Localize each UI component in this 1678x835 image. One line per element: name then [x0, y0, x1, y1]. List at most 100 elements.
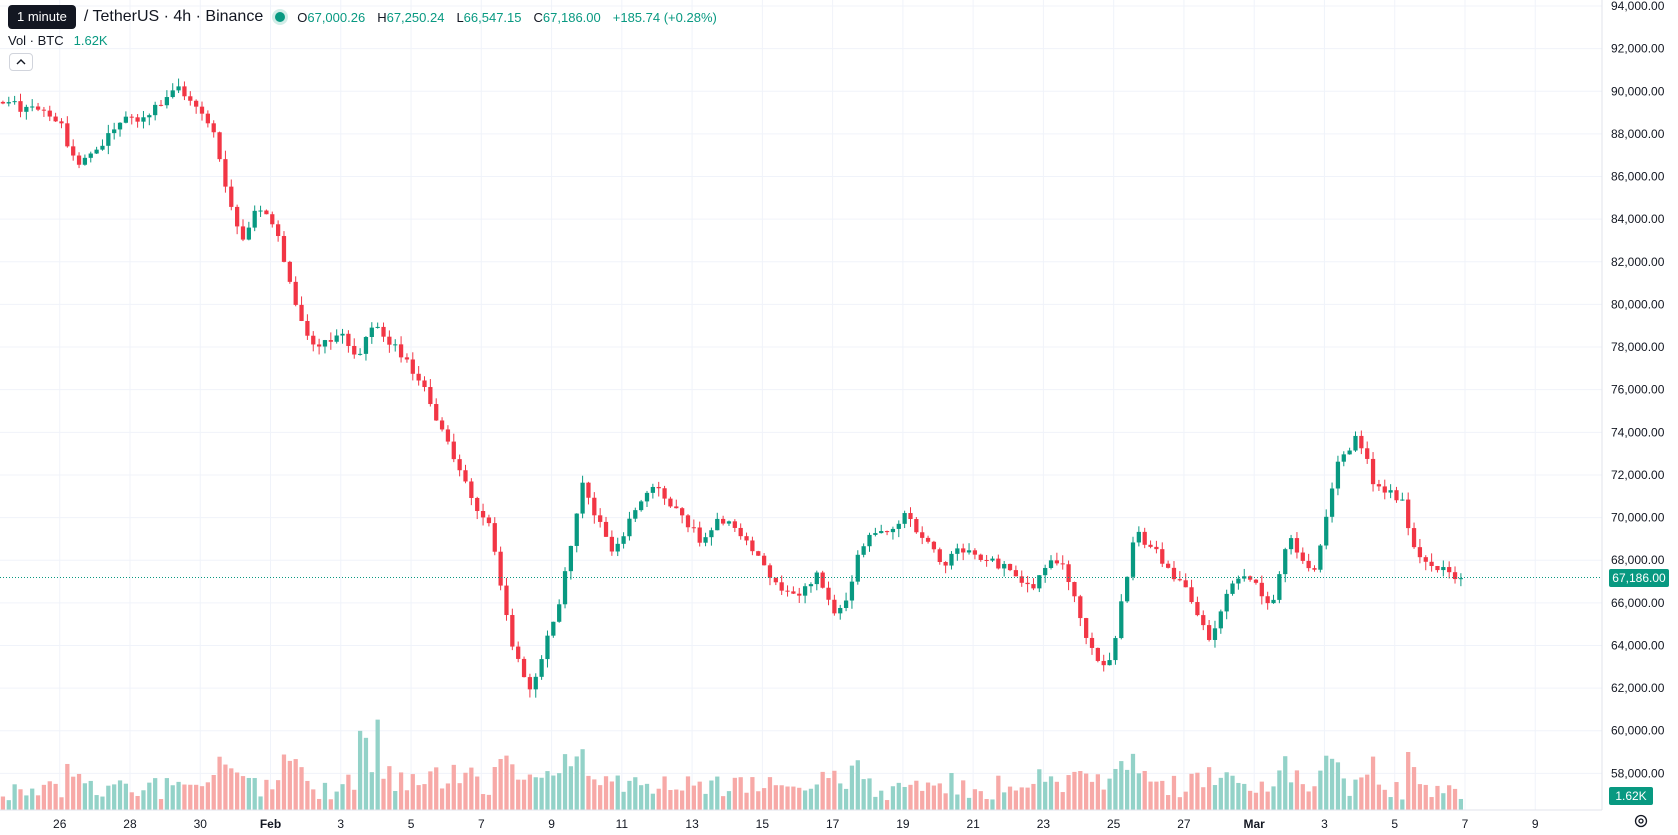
volume-bar	[662, 776, 667, 810]
volume-bar	[322, 782, 328, 810]
volume-bar	[1130, 753, 1136, 810]
volume-bar	[223, 764, 228, 810]
candle-body	[1247, 576, 1253, 580]
candle-body	[843, 600, 849, 608]
volume-bar	[1007, 786, 1013, 810]
candle-body	[1025, 582, 1030, 585]
candle-body	[1201, 615, 1206, 626]
time-tick-label: Mar	[1244, 817, 1266, 831]
candle-body	[1347, 450, 1352, 455]
candle-body	[1119, 601, 1124, 639]
volume-bar	[1078, 771, 1083, 810]
price-tick-label: 90,000.00	[1611, 84, 1665, 98]
candle-body	[720, 518, 726, 524]
price-axis[interactable]: 94,000.00 92,000.00 90,000.00 88,000.00 86,0…	[1611, 0, 1665, 780]
candle-body	[931, 541, 937, 550]
volume-bar	[726, 791, 732, 810]
candle-body	[398, 344, 404, 358]
volume-bar	[674, 789, 679, 810]
price-tick-label: 76,000.00	[1611, 383, 1665, 397]
candle-body	[486, 517, 492, 524]
volume-bar	[650, 793, 655, 810]
candle-body	[141, 117, 146, 122]
volume-bar	[668, 790, 673, 810]
candle-body	[890, 528, 896, 533]
volume-bar	[633, 777, 638, 810]
candle-body	[527, 677, 533, 690]
candle-body	[855, 554, 860, 582]
volume-bar	[1142, 770, 1147, 810]
volume-bar	[1417, 784, 1423, 810]
volume-bar	[65, 763, 70, 810]
candle-body	[53, 116, 58, 122]
candle-body	[896, 523, 901, 529]
volume-bar	[1324, 755, 1329, 810]
candle-body	[557, 604, 562, 622]
volume-bar	[1160, 780, 1165, 810]
candle-body	[1318, 545, 1323, 570]
candle-body	[1136, 531, 1141, 543]
candle-body	[580, 482, 585, 514]
candle-body	[1294, 538, 1300, 553]
chart-settings-icon[interactable]	[1630, 810, 1652, 832]
candle-body	[767, 565, 773, 578]
volume-bar	[71, 776, 76, 810]
candle-body	[674, 506, 679, 509]
market-status-icon[interactable]	[275, 12, 286, 22]
candle-body	[598, 515, 603, 522]
candle-body	[1411, 528, 1417, 548]
volume-bar	[826, 778, 831, 810]
candle-body	[1154, 546, 1159, 550]
volume-bar	[1195, 772, 1200, 810]
volume-bar	[1089, 781, 1095, 810]
candle-body	[76, 155, 82, 165]
candle-body	[363, 336, 369, 354]
candle-body	[439, 420, 445, 430]
volume-bar	[1382, 789, 1387, 810]
candle-body	[1441, 567, 1446, 571]
candle-body	[521, 658, 527, 678]
volume-bar	[287, 760, 292, 810]
time-tick-label: 21	[966, 817, 980, 831]
candle-body	[410, 359, 415, 374]
volume-legend: Vol · BTC 1.62K	[8, 33, 108, 48]
candle-body	[299, 304, 304, 321]
volume-bar	[112, 784, 117, 810]
volume-bar	[1329, 758, 1335, 810]
symbol-title[interactable]: / TetherUS · 4h · Binance	[83, 8, 264, 25]
candle-body	[1078, 596, 1083, 619]
candle-body	[188, 96, 193, 101]
volume-bar	[428, 771, 433, 810]
candle-body	[1054, 560, 1060, 564]
volume-bar	[199, 786, 205, 810]
candle-body	[961, 548, 966, 553]
volume-bar	[211, 775, 216, 810]
candle-body	[603, 521, 609, 537]
gear-icon	[1634, 814, 1648, 828]
candle-body	[1335, 461, 1341, 489]
volume-bar	[1300, 784, 1305, 810]
candle-body	[30, 106, 35, 108]
time-axis[interactable]: 26 28 30 Feb 3 5 7 9 11 13 15 17 19 21 23 25 27 Mar 3 5 7 9	[53, 817, 1539, 831]
volume-bar	[521, 779, 527, 810]
volume-bar	[252, 778, 257, 810]
volume-bar	[1002, 792, 1007, 810]
volume-bar	[480, 794, 486, 810]
volume-bar	[1312, 786, 1317, 810]
candle-body	[791, 591, 796, 594]
candle-body	[182, 86, 187, 97]
candle-body	[463, 470, 468, 482]
candle-body	[1002, 563, 1007, 569]
collapse-legend-button[interactable]	[9, 53, 33, 71]
candle-body	[1224, 593, 1229, 612]
time-tick-label: 7	[1462, 817, 1469, 831]
chart-legend: 1 minute / TetherUS · 4h · Binance O67,0…	[8, 5, 723, 29]
candle-body	[258, 210, 263, 212]
volume-bar	[410, 774, 415, 810]
volume-bar	[1084, 773, 1089, 810]
price-tick-label: 74,000.00	[1611, 425, 1665, 439]
candle-body	[838, 607, 843, 614]
candle-body	[1259, 582, 1264, 597]
volume-title[interactable]: Vol · BTC	[8, 33, 64, 48]
